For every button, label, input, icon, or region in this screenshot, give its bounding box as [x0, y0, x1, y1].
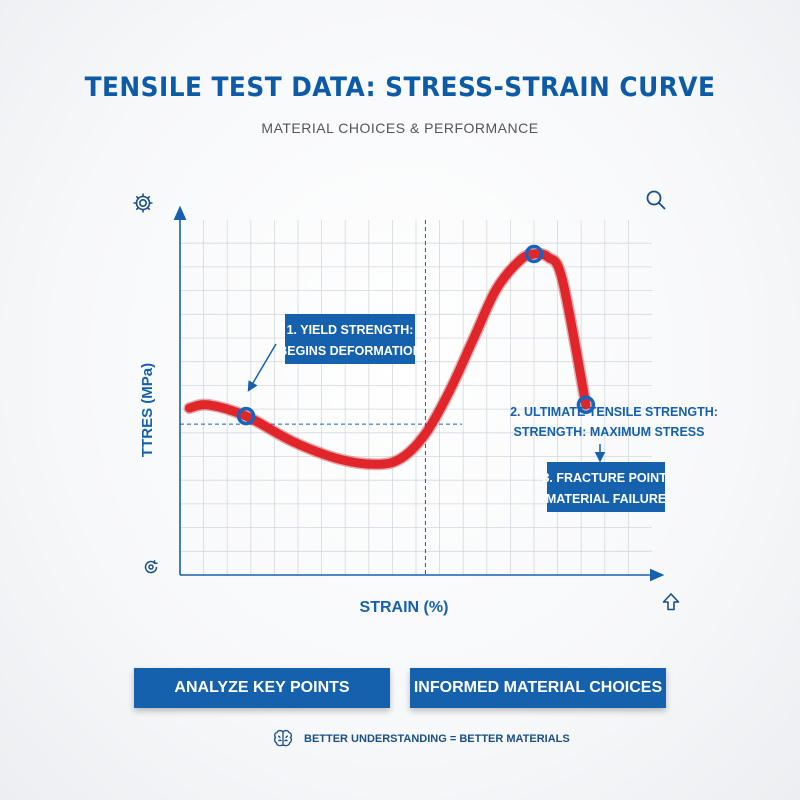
annotation-yield-arrow [247, 343, 277, 392]
informed-material-choices-button[interactable]: INFORMED MATERIAL CHOICES [410, 668, 666, 708]
annotation-uts-line-2: STRENGTH: MAXIMUM STRESS [514, 425, 705, 439]
refresh-icon[interactable] [141, 557, 161, 577]
magnifier-icon[interactable] [644, 188, 668, 212]
key-point-ultimate [524, 244, 544, 264]
page-title: TENSILE TEST DATA: STRESS-STRAIN CURVE [84, 72, 716, 103]
annotation-fracture-line-2: MATERIAL FAILURE [546, 492, 666, 506]
y-axis-label: TTRES (MPa) [139, 363, 156, 457]
stress-strain-curve [183, 247, 592, 471]
annotation-box-fracture [547, 462, 665, 512]
curve-line [184, 249, 591, 469]
x-axis-label: STRAIN (%) [360, 599, 449, 616]
footer: BETTER UNDERSTANDING = BETTER MATERIALS [272, 728, 570, 750]
annotation-fracture-line-1: 3. FRACTURE POINT: [542, 471, 669, 485]
annotation-box-yield [285, 314, 415, 364]
brain-icon [273, 729, 293, 747]
analyze-key-points-button[interactable]: ANALYZE KEY POINTS [134, 668, 390, 708]
annotation-yield-line-2: BEGINS DEFORMATION [278, 344, 422, 358]
page-subtitle: MATERIAL CHOICES & PERFORMANCE [261, 120, 539, 136]
annotations: 1. YIELD STRENGTH: BEGINS DEFORMATION 2.… [247, 314, 718, 512]
key-point-yield [236, 406, 256, 426]
key-points [236, 244, 596, 426]
footer-text: BETTER UNDERSTANDING = BETTER MATERIALS [304, 733, 570, 745]
gear-icon[interactable] [131, 191, 155, 215]
reference-lines [180, 220, 462, 575]
chart-axes [173, 205, 665, 582]
annotation-yield-line-1: 1. YIELD STRENGTH: [287, 323, 414, 337]
annotation-uts-line-1: 2. ULTIMATE TENSILE STRENGTH: [510, 405, 718, 419]
key-point-fracture [576, 395, 596, 415]
arrow-up-icon[interactable] [660, 591, 682, 613]
